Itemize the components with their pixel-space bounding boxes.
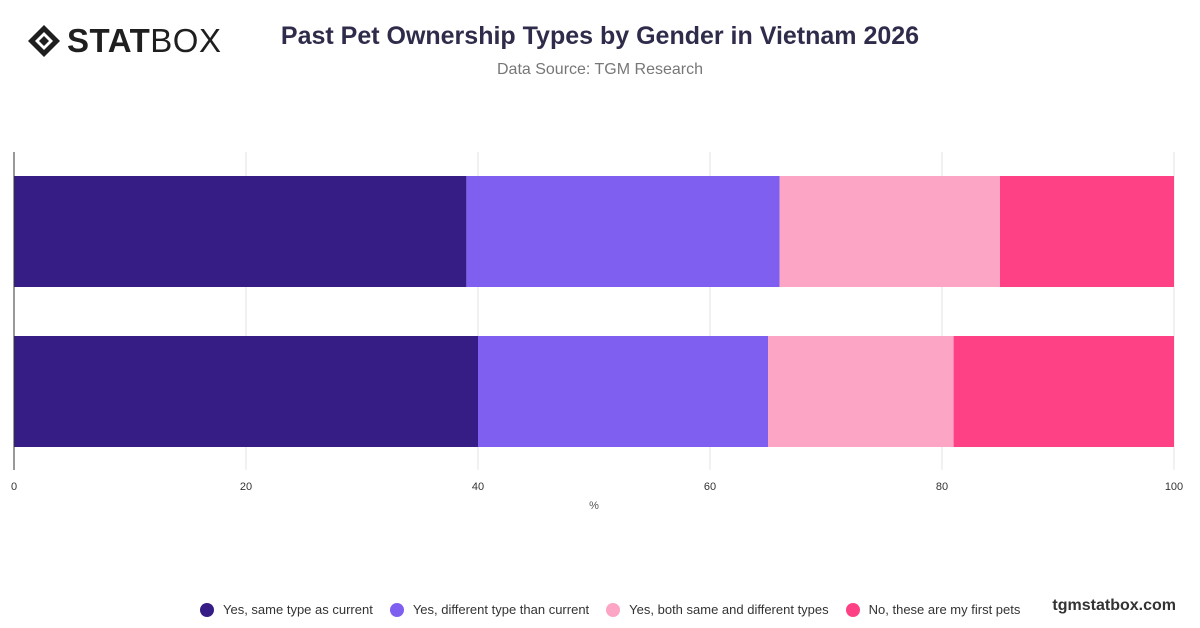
bar-segment[interactable] — [768, 336, 954, 447]
bar-segment[interactable] — [1000, 176, 1174, 287]
logo-text: STATBOX — [67, 22, 222, 59]
legend-item[interactable]: Yes, different type than current — [389, 602, 590, 617]
x-tick-label: 60 — [704, 481, 716, 493]
x-tick-label: 80 — [936, 481, 948, 493]
legend-item[interactable]: Yes, same type as current — [200, 602, 373, 617]
x-axis-title: % — [589, 500, 599, 512]
legend-dot-icon — [200, 602, 214, 617]
legend-item[interactable]: No, these are my first pets — [845, 602, 1021, 617]
legend-dot-icon — [845, 602, 860, 617]
bar-segment[interactable] — [14, 336, 478, 447]
site-url[interactable]: tgmstatbox.com — [1052, 597, 1176, 614]
x-tick-label: 100 — [1165, 481, 1183, 493]
legend-item[interactable]: Yes, both same and different types — [606, 602, 829, 617]
chart-title: Past Pet Ownership Types by Gender in Vi… — [280, 22, 920, 50]
legend-dot-icon — [606, 602, 621, 617]
chart-subtitle: Data Source: TGM Research — [496, 61, 703, 78]
bar-segment[interactable] — [466, 176, 780, 287]
logo: STATBOX — [26, 22, 221, 60]
bar-segment[interactable] — [953, 336, 1174, 447]
bar-segment[interactable] — [478, 336, 768, 447]
statbox-logo-icon — [28, 25, 60, 57]
legend-label: Yes, same type as current — [223, 602, 373, 617]
x-tick-label: 40 — [472, 481, 484, 493]
legend-label: Yes, both same and different types — [629, 602, 829, 617]
legend: Yes, same type as current Yes, different … — [200, 602, 1037, 617]
x-tick-label: 20 — [240, 481, 252, 493]
legend-label: Yes, different type than current — [412, 602, 590, 617]
bars — [14, 176, 1174, 447]
legend-dot-icon — [389, 602, 404, 617]
legend-label: No, these are my first pets — [868, 602, 1021, 617]
x-tick-label: 0 — [11, 481, 17, 493]
bar-segment[interactable] — [14, 176, 467, 287]
tick-labels: 0 20 40 60 80 100 — [11, 481, 1183, 493]
bar-segment[interactable] — [779, 176, 1000, 287]
